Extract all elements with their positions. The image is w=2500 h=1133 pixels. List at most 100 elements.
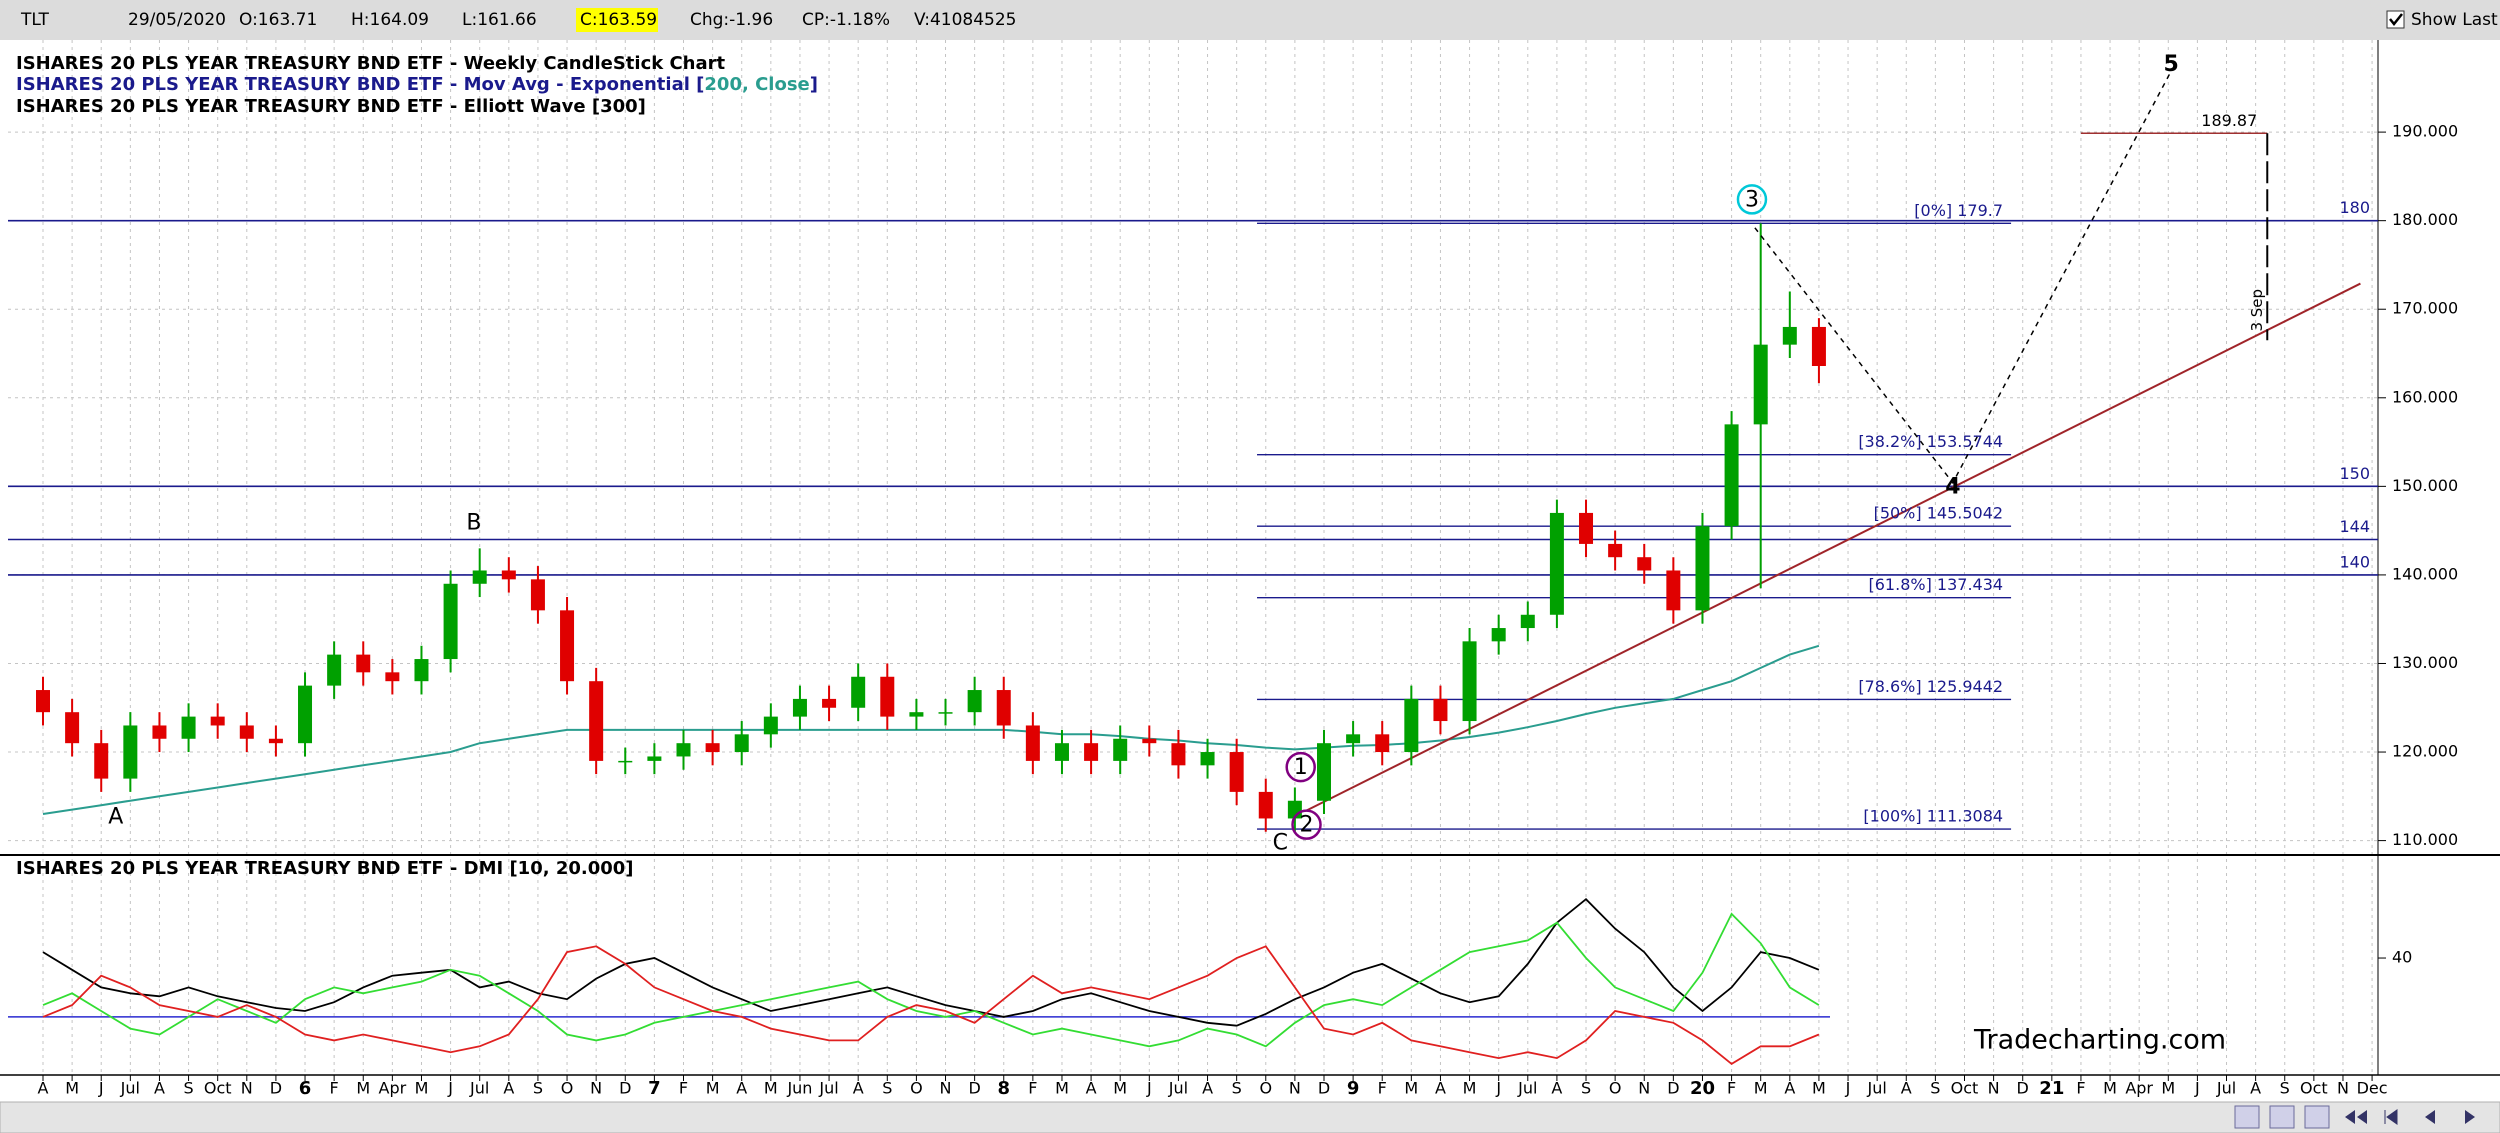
x-tick-label: M [1754, 1079, 1768, 1098]
x-tick-label: Jul [1168, 1079, 1188, 1098]
date: 29/05/2020 [128, 10, 226, 30]
candle-body [530, 579, 545, 611]
level-label: 150 [2339, 464, 2370, 483]
candle-body [676, 743, 691, 757]
candle-body [1608, 543, 1623, 558]
fib-label: [50%] 145.5042 [1874, 504, 2003, 523]
x-tick-label: 21 [2039, 1078, 2064, 1099]
x-tick-label: N [2337, 1079, 2349, 1098]
wave-circle [1285, 751, 1316, 783]
x-tick-label: M [356, 1079, 370, 1098]
candle-body [851, 676, 866, 708]
candle-body [1200, 752, 1215, 766]
x-tick-label: D [270, 1079, 282, 1098]
x-tick-label: M [1812, 1079, 1826, 1098]
candle-body [356, 654, 371, 673]
candle-body [443, 583, 458, 660]
candle-body [1724, 424, 1739, 527]
x-tick-label: A [503, 1079, 514, 1098]
x-tick-label: F [1378, 1079, 1387, 1098]
candle-body [734, 734, 749, 753]
x-tick-label: Apr [379, 1079, 407, 1098]
x-tick-label: M [415, 1079, 429, 1098]
candle-body [298, 685, 313, 744]
x-tick-label: S [1930, 1079, 1940, 1098]
scroll-back-fast[interactable] [2345, 1110, 2367, 1124]
grid [8, 40, 2386, 1081]
y-tick-label: 130.000 [2392, 653, 2458, 672]
volume: V:41084525 [914, 10, 1017, 30]
scroll-right[interactable] [2465, 1110, 2475, 1124]
scroll-start[interactable] [2384, 1109, 2398, 1125]
candle-body [414, 659, 429, 682]
y-tick-label: 180.000 [2392, 210, 2458, 229]
x-tick-label: Jul [818, 1079, 838, 1098]
candle-body [1782, 326, 1797, 345]
close-highlight [576, 8, 658, 32]
candle-body [1258, 791, 1273, 819]
x-tick-label: 6 [299, 1078, 312, 1099]
x-tick-label: A [1784, 1079, 1795, 1098]
scroll-left[interactable] [2425, 1110, 2435, 1124]
chart-title: ISHARES 20 PLS YEAR TREASURY BND ETF - W… [16, 53, 726, 74]
x-tick-label: A [38, 1079, 49, 1098]
plot-background [0, 40, 2500, 1075]
candle-body [647, 756, 662, 761]
candle-body [1637, 557, 1652, 571]
x-tick-label: M [764, 1079, 778, 1098]
candle-body [1753, 344, 1768, 425]
x-tick-label: F [2076, 1079, 2085, 1098]
candle-body [1462, 641, 1477, 722]
zoom-button[interactable] [2234, 1105, 2260, 1129]
wave-label: A [108, 805, 123, 830]
y-tick-label: 150.000 [2392, 476, 2458, 495]
x-tick-label: M [706, 1079, 720, 1098]
candle-body [822, 698, 837, 708]
candle-body [1171, 743, 1186, 766]
candle-body [1520, 614, 1535, 629]
candle-body [1811, 326, 1826, 366]
show-last-label[interactable]: Show Last [2411, 10, 2498, 30]
candle-body [938, 712, 953, 714]
x-tick-label: J [2194, 1079, 2200, 1098]
watermark: Tradecharting.com [1973, 1025, 2226, 1056]
x-tick-label: Oct [204, 1079, 232, 1098]
x-tick-label: Jul [1866, 1079, 1886, 1098]
x-tick-label: J [1495, 1079, 1501, 1098]
level-label: 180 [2339, 198, 2370, 217]
candle-body [1054, 743, 1069, 761]
x-tick-label: O [910, 1079, 923, 1098]
candle-body [472, 570, 487, 584]
x-tick-label: 9 [1347, 1078, 1360, 1099]
x-tick-label: S [533, 1079, 543, 1098]
marks [8, 70, 2378, 1065]
ema-suffix: ] [810, 74, 818, 95]
x-tick-label: Jul [469, 1079, 489, 1098]
fib-label: [100%] 111.3084 [1863, 807, 2003, 826]
x-tick-label: M [1463, 1079, 1477, 1098]
x-tick-label: A [154, 1079, 165, 1098]
x-tick-label: Jul [120, 1079, 140, 1098]
target-date: 3 Sep [2248, 289, 2266, 332]
zoom-button[interactable] [2269, 1105, 2295, 1129]
zoom-button[interactable] [2304, 1105, 2330, 1129]
candle-body [967, 690, 982, 713]
x-tick-label: A [736, 1079, 747, 1098]
x-tick-label: 20 [1690, 1078, 1715, 1099]
candle-body [1491, 628, 1506, 642]
y-tick-label: 170.000 [2392, 299, 2458, 318]
candle-body [268, 738, 283, 744]
candle-body [501, 570, 516, 580]
candle-body [123, 725, 138, 779]
x-tick-label: O [1259, 1079, 1272, 1098]
candle-body [560, 610, 575, 682]
x-tick-label: Jul [1517, 1079, 1537, 1098]
y-tick-label: 160.000 [2392, 387, 2458, 406]
candle-body [1316, 743, 1331, 801]
candle-body [705, 743, 720, 753]
high: H:164.09 [351, 10, 429, 30]
dmi-title: ISHARES 20 PLS YEAR TREASURY BND ETF - D… [16, 858, 634, 879]
dmi-line [42, 945, 1820, 1065]
open: O:163.71 [239, 10, 317, 30]
